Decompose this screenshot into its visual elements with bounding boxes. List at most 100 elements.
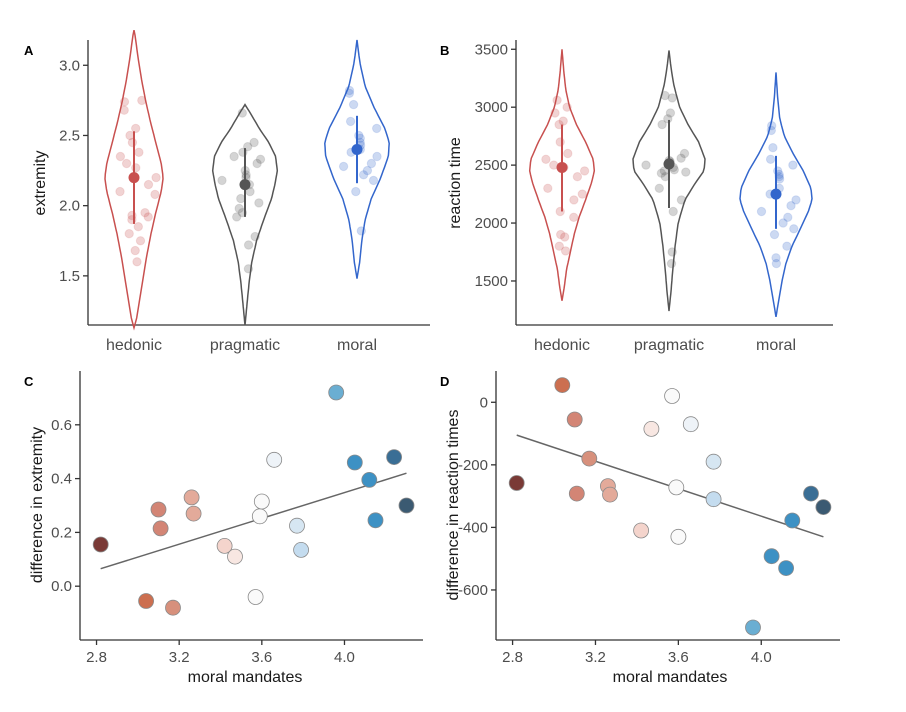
scatter-point — [253, 493, 270, 510]
scatter-point — [664, 388, 680, 404]
jitter-point-hedonic — [550, 108, 560, 118]
y-tick-label: -600 — [458, 582, 488, 599]
mean-point-moral — [770, 188, 782, 200]
scatter-point — [705, 491, 722, 508]
jitter-point-pragmatic — [667, 247, 677, 257]
jitter-point-hedonic — [552, 95, 562, 105]
x-tick-label: 4.0 — [751, 649, 772, 666]
jitter-point-moral — [756, 206, 767, 217]
jitter-point-moral — [788, 160, 798, 170]
jitter-point-moral — [345, 116, 356, 127]
jitter-point-pragmatic — [668, 206, 678, 217]
mean-point-hedonic — [128, 172, 140, 184]
panel-b-label: B — [440, 43, 449, 58]
jitter-point-hedonic — [560, 232, 570, 242]
jitter-point-moral — [338, 161, 349, 172]
jitter-point-hedonic — [143, 212, 153, 222]
jitter-point-hedonic — [134, 147, 144, 158]
jitter-point-hedonic — [124, 229, 134, 239]
scatter-point — [138, 593, 155, 609]
jitter-point-hedonic — [115, 151, 126, 162]
mean-point-pragmatic — [239, 179, 251, 191]
x-tick-label: 3.6 — [251, 649, 272, 666]
jitter-point-pragmatic — [660, 90, 670, 101]
jitter-point-moral — [771, 253, 781, 263]
mean-point-pragmatic — [663, 158, 675, 170]
jitter-point-hedonic — [569, 195, 579, 205]
jitter-point-hedonic — [119, 97, 130, 107]
jitter-point-pragmatic — [676, 195, 687, 205]
jitter-point-moral — [372, 151, 382, 162]
panel-b-violin-reaction-time: B reaction time 1500 2000 2500 3000 3500 hedo… — [440, 40, 833, 354]
panel-c-ylabel: difference in extremity — [29, 427, 46, 583]
jitter-point-hedonic — [132, 257, 142, 267]
scatter-point — [361, 471, 378, 488]
x-category-label-hedonic: hedonic — [106, 337, 162, 354]
jitter-point-hedonic — [121, 158, 132, 169]
panel-c-label: C — [24, 374, 34, 389]
y-tick-label: 2500 — [475, 157, 508, 174]
jitter-point-hedonic — [115, 186, 125, 197]
jitter-point-moral — [769, 229, 780, 240]
scatter-point — [216, 538, 233, 554]
scatter-point — [643, 420, 660, 437]
x-category-label-moral: moral — [337, 337, 377, 354]
panel-c-xlabel: moral mandates — [188, 669, 303, 686]
y-tick-label: 0.4 — [51, 471, 72, 488]
scatter-point — [568, 485, 585, 502]
jitter-point-moral — [768, 143, 778, 153]
scatter-point — [554, 377, 571, 394]
jitter-point-pragmatic — [679, 148, 690, 159]
jitter-point-pragmatic — [681, 167, 691, 177]
jitter-point-moral — [348, 99, 359, 110]
scatter-point — [165, 599, 181, 616]
jitter-point-pragmatic — [243, 240, 254, 250]
jitter-point-hedonic — [572, 172, 583, 182]
jitter-point-hedonic — [130, 245, 140, 256]
jitter-point-pragmatic — [232, 212, 242, 222]
scatter-point — [682, 416, 699, 433]
jitter-point-pragmatic — [254, 198, 264, 208]
panel-a-violin-extremity: A extremity 1.5 2.0 2.5 3.0 hedonic pragmatic… — [24, 30, 430, 354]
panel-d-xlabel: moral mandates — [613, 669, 728, 686]
y-tick-label: 0.0 — [51, 578, 72, 595]
jitter-point-hedonic — [119, 105, 129, 115]
jitter-point-hedonic — [541, 154, 551, 165]
panel-d-scatter-reaction-times: D difference in reaction times moral man… — [440, 371, 840, 686]
violin-moral — [739, 72, 813, 318]
scatter-point — [668, 479, 685, 496]
jitter-point-moral — [771, 258, 782, 269]
jitter-point-moral — [368, 175, 379, 186]
x-tick-label: 2.8 — [86, 649, 107, 666]
violin-pragmatic — [211, 103, 279, 326]
y-tick-label: 2.5 — [59, 127, 80, 144]
jitter-point-moral — [786, 201, 796, 211]
x-category-label-pragmatic: pragmatic — [210, 337, 280, 354]
scatter-point — [784, 512, 801, 529]
jitter-point-moral — [366, 158, 377, 169]
jitter-point-moral — [351, 186, 361, 197]
jitter-point-hedonic — [554, 241, 564, 251]
jitter-point-pragmatic — [654, 183, 664, 194]
jitter-point-hedonic — [143, 179, 154, 190]
jitter-point-pragmatic — [657, 119, 667, 130]
y-tick-label: 0.2 — [51, 524, 72, 541]
jitter-point-hedonic — [555, 137, 565, 147]
jitter-point-pragmatic — [667, 93, 677, 103]
scatter-point — [251, 508, 268, 525]
scatter-point — [778, 560, 794, 576]
x-category-label-moral: moral — [756, 337, 796, 354]
jitter-point-hedonic — [555, 206, 565, 217]
jitter-point-moral — [782, 241, 792, 251]
violin-pragmatic — [632, 50, 706, 312]
jitter-point-hedonic — [579, 166, 590, 176]
scatter-point — [398, 497, 415, 514]
jitter-point-hedonic — [543, 183, 553, 194]
jitter-point-moral — [344, 88, 355, 99]
jitter-point-hedonic — [150, 189, 160, 200]
y-tick-label: 3000 — [475, 99, 508, 116]
jitter-point-pragmatic — [252, 158, 262, 169]
y-tick-label: 0 — [480, 394, 488, 411]
violin-hedonic — [104, 30, 164, 331]
jitter-point-pragmatic — [229, 151, 239, 162]
